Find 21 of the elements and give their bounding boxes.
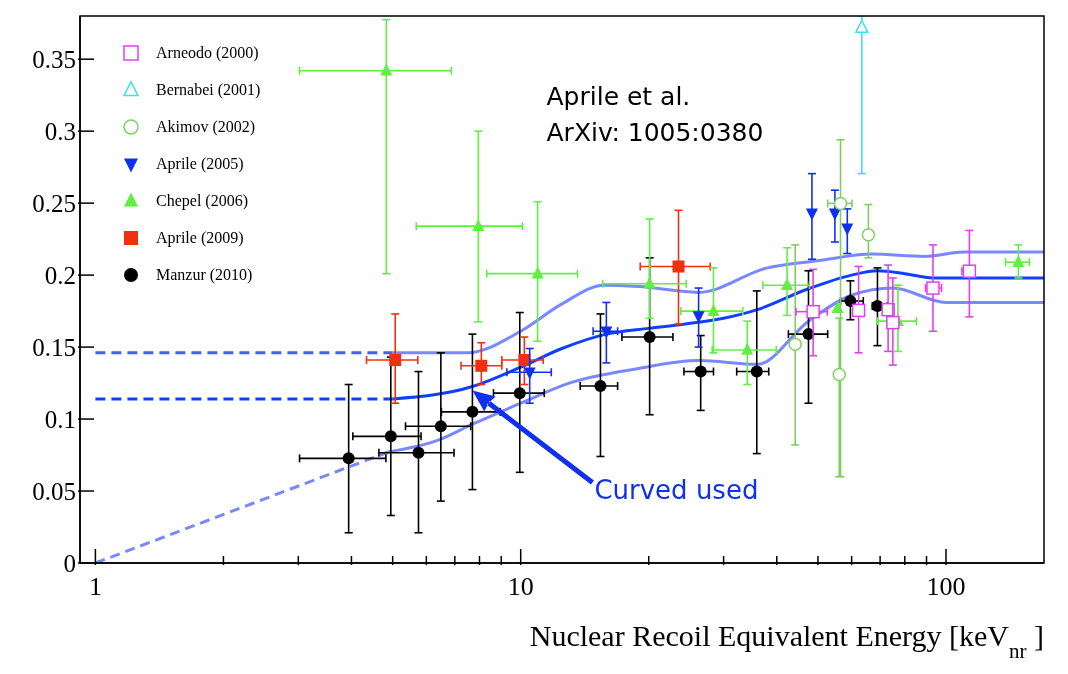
legend-label: Chepel (2006) xyxy=(156,191,248,210)
y-tick-label: 0.1 xyxy=(44,406,76,434)
legend-label: Aprile (2009) xyxy=(156,228,244,247)
legend-label: Arneodo (2000) xyxy=(156,43,259,62)
annotation: Curved used xyxy=(594,474,759,505)
x-tick-label: 10 xyxy=(507,572,534,601)
legend-label: Akimov (2002) xyxy=(156,117,256,136)
x-axis-title: Nuclear Recoil Equivalent Energy [keV$_{nr}$] xyxy=(529,619,1044,663)
y-tick-label: 0.2 xyxy=(44,262,76,290)
legend-label: Aprile (2005) xyxy=(156,154,244,173)
legend-label: Manzur (2010) xyxy=(156,265,253,284)
x-tick-label: 100 xyxy=(926,572,966,601)
y-tick-label: 0.15 xyxy=(32,334,76,362)
y-tick-label: 0.05 xyxy=(32,478,76,506)
annotation: Aprile et al. ArXiv: 1005:0380 xyxy=(546,82,764,148)
x-tick-label: 1 xyxy=(88,572,102,601)
y-tick-label: 0.35 xyxy=(32,46,76,74)
y-tick-label: 0.3 xyxy=(44,118,76,146)
y-tick-label: 0.25 xyxy=(32,190,76,218)
legend-label: Bernabei (2001) xyxy=(156,80,261,99)
y-tick-label: 0 xyxy=(63,550,76,577)
